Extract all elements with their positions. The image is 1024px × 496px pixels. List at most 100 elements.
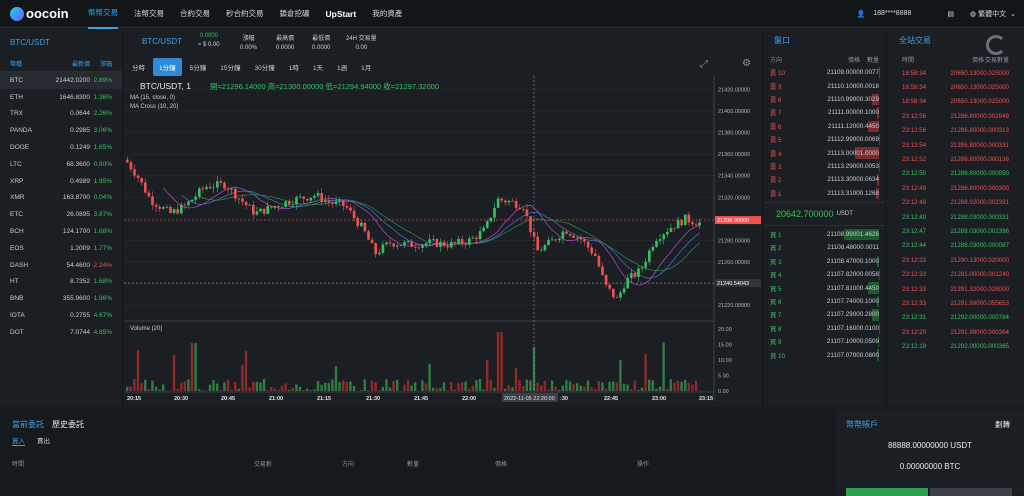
interval-tab[interactable]: 分時 xyxy=(126,58,151,76)
tab-open-orders[interactable]: 當前委託 xyxy=(12,419,44,430)
candle xyxy=(554,240,557,241)
volume-bar xyxy=(209,385,211,391)
interval-tab[interactable]: 1月 xyxy=(355,58,377,76)
interval-tab[interactable]: 1週 xyxy=(331,58,353,76)
col-coin[interactable]: 幣種 xyxy=(10,59,46,68)
tab-order-history[interactable]: 歷史委託 xyxy=(52,419,84,430)
candle xyxy=(472,238,475,239)
logo[interactable]: oocoin xyxy=(10,6,80,21)
trade-qty: 0.020000 xyxy=(983,257,1009,264)
volume-bar xyxy=(389,387,391,391)
nav-spot[interactable]: 幣幣交易 xyxy=(88,0,118,29)
col-last-price[interactable]: 最新價 xyxy=(46,59,90,68)
ob-amount: 0.0509 xyxy=(860,338,879,345)
candlestick-chart[interactable]: 21420.0000021400.0000021380.0000021360.0… xyxy=(124,76,762,406)
trade-qty: 0.002396 xyxy=(983,228,1009,235)
nav-contract[interactable]: 合約交易 xyxy=(180,0,210,28)
interval-tab[interactable]: 1時 xyxy=(283,58,305,76)
subtab-sell[interactable]: 賣出 xyxy=(37,435,50,446)
coin-price: 54.4600 xyxy=(46,262,90,269)
nav-assets[interactable]: 我的資產 xyxy=(372,0,402,28)
subtab-buy[interactable]: 買入 xyxy=(12,435,25,446)
coin-price: 0.4989 xyxy=(46,178,90,185)
volume-bar xyxy=(259,383,261,391)
trade-time: 23:12:47 xyxy=(902,228,938,235)
interval-tab[interactable]: 1天 xyxy=(307,58,329,76)
volume-bar xyxy=(544,381,546,391)
market-header: 幣種 最新價 漲幅 xyxy=(0,56,122,72)
language-selector[interactable]: 繁體中文 xyxy=(978,9,1006,19)
volume-bar xyxy=(299,387,301,391)
volume-bar xyxy=(482,390,484,391)
volume-bar xyxy=(619,360,621,391)
printer-icon[interactable]: ▤ xyxy=(947,10,954,18)
col-change[interactable]: 漲幅 xyxy=(90,59,112,68)
candle xyxy=(569,234,572,236)
fullscreen-icon[interactable]: ⤢ xyxy=(700,59,708,70)
interval-tab[interactable]: 5分鐘 xyxy=(184,58,213,76)
price-pane xyxy=(124,76,714,321)
volume-bar xyxy=(576,383,578,391)
nav-second-contract[interactable]: 秒合約交易 xyxy=(226,0,264,28)
interval-tab[interactable]: 30分鐘 xyxy=(248,58,280,76)
volume-bar xyxy=(464,382,466,391)
nav-mining[interactable]: 鎖倉挖礦 xyxy=(280,0,310,28)
nav-upstart[interactable]: UpStart xyxy=(326,0,357,28)
refresh-icon[interactable] xyxy=(986,35,1006,55)
coin-price: 8.7352 xyxy=(46,278,90,285)
transfer-link[interactable]: 劃轉 xyxy=(995,419,1010,430)
ob-amount: 0.4450 xyxy=(860,123,879,130)
interval-tab[interactable]: 1分鐘 xyxy=(153,58,182,76)
volume-bar xyxy=(670,379,672,391)
candle xyxy=(619,293,622,298)
nav-fiat[interactable]: 法幣交易 xyxy=(134,0,164,28)
gear-icon[interactable]: ⚙ xyxy=(742,58,751,69)
chevron-down-icon[interactable]: ⌄ xyxy=(1010,10,1016,18)
candle xyxy=(544,245,547,250)
account-name[interactable]: 188****8888 xyxy=(873,10,911,17)
interval-tab[interactable]: 15分鐘 xyxy=(214,58,246,76)
trade-time: 23:12:56 xyxy=(902,113,938,120)
coin-change: 1.65% xyxy=(90,144,112,151)
candle xyxy=(144,182,147,192)
globe-icon[interactable]: ◍ xyxy=(970,10,976,18)
user-icon[interactable]: 👤 xyxy=(857,10,866,18)
